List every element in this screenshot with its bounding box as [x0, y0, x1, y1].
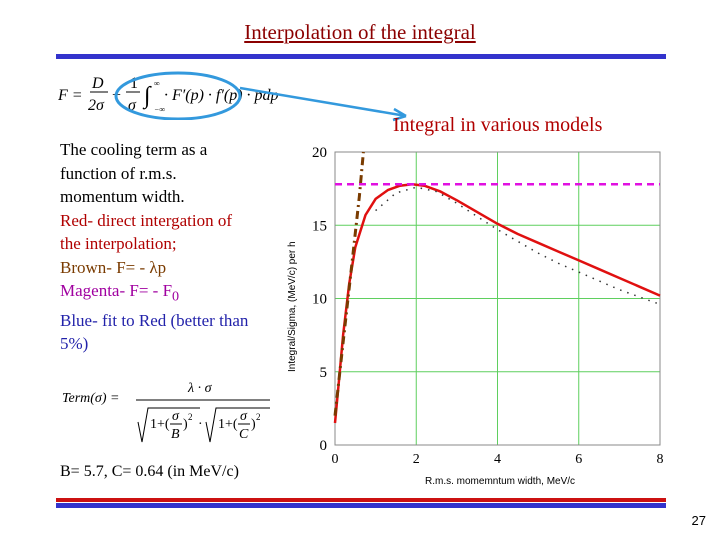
- y-tick-label: 0: [320, 438, 328, 454]
- svg-text:2: 2: [256, 412, 261, 422]
- svg-text:λ · σ: λ · σ: [187, 381, 213, 396]
- description-line: momentum width.: [60, 187, 185, 206]
- arrow-icon: [239, 86, 407, 122]
- plot-frame: [334, 151, 661, 446]
- red-legend-line: the interpolation;: [60, 234, 177, 253]
- x-tick-label: 6: [575, 452, 582, 467]
- footer-divider: [56, 503, 666, 508]
- description-line: function of r.m.s.: [60, 163, 177, 183]
- term-formula: Term(σ) = λ · σ 1+( σ B ) 2 · 1+( σ C ) …: [62, 381, 270, 443]
- svg-text:· F′(p) · f′(p) · pdp: · F′(p) · f′(p) · pdp: [164, 87, 279, 104]
- svg-text:): ): [183, 417, 188, 432]
- magenta-legend-line: Magenta- F= - F0: [60, 279, 295, 309]
- chart-title: Integral in various models: [393, 114, 603, 136]
- blue-legend-line: 5%): [60, 334, 89, 354]
- description-block: The cooling term as a function of r.m.s.…: [60, 138, 295, 356]
- svg-text:2σ: 2σ: [88, 97, 105, 114]
- svg-text:Term(σ) =: Term(σ) =: [62, 391, 119, 406]
- svg-text:2: 2: [188, 412, 193, 422]
- blue-legend-line: Blue- fit to Red (better than: [60, 310, 249, 330]
- x-tick-label: 8: [657, 452, 664, 467]
- y-tick-label: 15: [312, 218, 327, 234]
- x-axis-label: R.m.s. momemntum width, MeV/c: [425, 476, 575, 487]
- svg-text:∫: ∫: [142, 83, 152, 110]
- title-divider: [56, 54, 666, 59]
- chart-axes: [334, 151, 661, 446]
- red-legend-line: Red- direct intergation of: [60, 210, 232, 230]
- footer-divider-red: [56, 498, 666, 502]
- chart-grid: [334, 151, 661, 446]
- y-tick-label: 5: [320, 365, 328, 381]
- svg-text:D: D: [91, 75, 104, 92]
- series-line-2: [333, 151, 365, 416]
- chart-series: [333, 151, 661, 424]
- magenta-legend-subscript: 0: [172, 288, 180, 305]
- svg-text:−∞: −∞: [154, 105, 165, 114]
- brown-legend-line: Brown- F= - λp: [60, 257, 167, 277]
- svg-text:): ): [251, 417, 256, 432]
- x-tick-label: 0: [332, 452, 339, 467]
- integral-formula: F = D 2σ + 1 σ ∫ ∞ −∞ · F′(p) · f′(p) · …: [58, 71, 279, 120]
- fit-parameters: B= 5.7, C= 0.64 (in MeV/c): [60, 463, 239, 480]
- highlight-ellipse: [114, 71, 242, 120]
- svg-text:1+(: 1+(: [150, 417, 170, 432]
- x-tick-label: 4: [494, 452, 501, 467]
- svg-text:·: ·: [198, 417, 203, 432]
- svg-text:1+(: 1+(: [218, 417, 238, 432]
- svg-text:σ: σ: [128, 97, 137, 114]
- y-tick-label: 10: [312, 292, 327, 308]
- y-tick-label: 20: [312, 145, 327, 161]
- page-number: 27: [691, 513, 706, 528]
- integral-chart: 0 2 4 6 8 0 5 10 15 20 Integral/Sigma, (MeV/c) pe…: [287, 145, 664, 487]
- x-tick-label: 2: [413, 452, 420, 467]
- svg-text:1: 1: [130, 75, 138, 92]
- page-title: Interpolation of the integral: [244, 20, 476, 44]
- chart-ticks: 0 2 4 6 8 0 5 10 15 20: [312, 145, 664, 467]
- svg-text:∞: ∞: [154, 79, 160, 88]
- magenta-legend-text: Magenta- F= - F: [60, 281, 173, 300]
- svg-text:σ: σ: [172, 409, 180, 424]
- description-line: The cooling term as a: [60, 140, 208, 159]
- svg-text:σ: σ: [240, 409, 248, 424]
- svg-text:F =: F =: [58, 87, 83, 104]
- series-line-4: [375, 186, 661, 306]
- y-axis-label: Integral/Sigma, (MeV/c) per h: [287, 241, 298, 372]
- svg-text:B: B: [171, 427, 180, 442]
- svg-text:C: C: [239, 427, 249, 442]
